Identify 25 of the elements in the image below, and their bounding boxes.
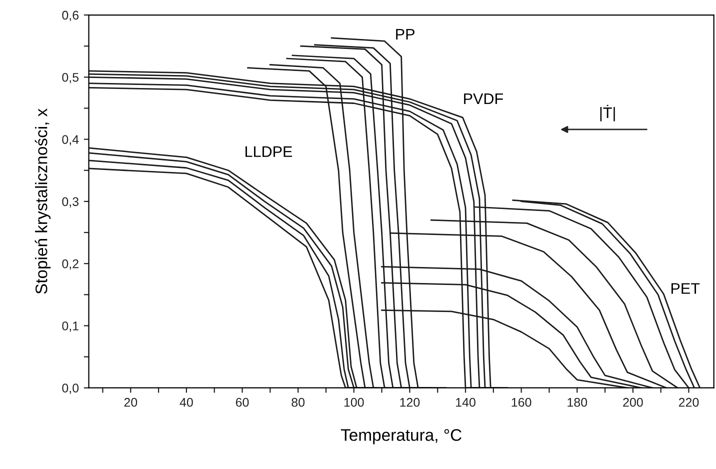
y-tick-label: 0,6 bbox=[62, 10, 79, 22]
x-tick-label: 140 bbox=[456, 398, 476, 407]
x-tick-label: 100 bbox=[344, 398, 364, 407]
x-tick-label: 80 bbox=[292, 398, 305, 407]
annotation: PP bbox=[396, 28, 414, 40]
x-axis-title: Temperatura, °C bbox=[340, 429, 462, 444]
y-tick-label: 0,3 bbox=[62, 197, 79, 208]
y-tick-label: 0,1 bbox=[62, 322, 78, 332]
x-tick-label: 180 bbox=[568, 398, 588, 407]
x-tick-label: 220 bbox=[678, 398, 699, 407]
x-tick-label: 40 bbox=[180, 398, 193, 407]
annotation: PVDF bbox=[464, 93, 503, 104]
annotation: PET bbox=[671, 283, 700, 294]
y-axis-title: Stopień krystaliczności, x bbox=[34, 108, 51, 294]
x-tick-label: 60 bbox=[236, 398, 249, 407]
x-tick-label: 120 bbox=[400, 398, 420, 407]
y-tick-label: 0,4 bbox=[62, 135, 79, 146]
y-tick-label: 0,2 bbox=[62, 259, 78, 270]
annotation: LLDPE bbox=[246, 146, 292, 157]
y-tick-label: 0,0 bbox=[62, 384, 79, 394]
x-tick-label: 20 bbox=[124, 398, 138, 407]
annotation: |Ṫ| bbox=[600, 104, 615, 122]
y-tick-label: 0,5 bbox=[62, 72, 79, 84]
x-tick-label: 160 bbox=[512, 398, 532, 407]
x-tick-label: 200 bbox=[623, 398, 643, 407]
